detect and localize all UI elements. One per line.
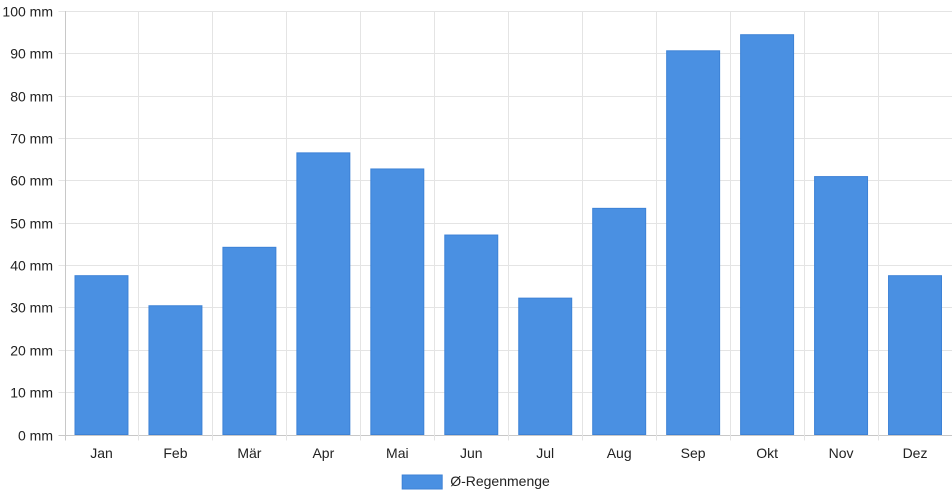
x-tick-label: Mär: [237, 445, 261, 461]
x-tick-label: Mai: [386, 445, 409, 461]
y-tick-label: 20 mm: [10, 343, 53, 359]
y-tick-label: 40 mm: [10, 258, 53, 274]
y-tick-label: 70 mm: [10, 131, 53, 147]
y-tick-label: 30 mm: [10, 300, 53, 316]
bar-feb[interactable]: [148, 305, 203, 436]
x-tick-label: Nov: [829, 445, 854, 461]
bar-aug[interactable]: [592, 207, 647, 435]
x-tick-label: Sep: [681, 445, 706, 461]
x-tick-label: Jun: [460, 445, 483, 461]
x-tick-label: Aug: [607, 445, 632, 461]
y-tick-label: 10 mm: [10, 385, 53, 401]
bars: [74, 34, 943, 436]
x-tick-label: Feb: [163, 445, 187, 461]
bar-jun[interactable]: [444, 234, 499, 435]
bar-mär[interactable]: [222, 246, 277, 435]
y-tick-label: 80 mm: [10, 89, 53, 105]
legend-label: Ø-Regenmenge: [450, 473, 550, 489]
bar-jul[interactable]: [518, 297, 573, 435]
x-tick-label: Jan: [90, 445, 113, 461]
bar-apr[interactable]: [296, 152, 351, 435]
x-tick-label: Jul: [536, 445, 554, 461]
legend[interactable]: Ø-Regenmenge: [401, 473, 550, 490]
y-tick-label: 0 mm: [18, 428, 53, 444]
x-tick-label: Dez: [903, 445, 928, 461]
bar-mai[interactable]: [370, 168, 425, 435]
y-axis: 0 mm 10 mm 20 mm 30 mm 40 mm 50 mm 60 mm 70 mm 8…: [2, 4, 53, 444]
bar-dez[interactable]: [888, 275, 943, 435]
x-axis: Jan Feb Mär Apr Mai Jun Jul Aug Sep Okt Nov Dez: [90, 445, 927, 461]
bar-sep[interactable]: [666, 50, 721, 436]
bar-nov[interactable]: [814, 176, 869, 435]
x-tick-label: Apr: [312, 445, 334, 461]
grid: [58, 11, 952, 441]
bar-okt[interactable]: [740, 34, 795, 435]
legend-swatch[interactable]: [401, 474, 443, 490]
y-tick-label: 50 mm: [10, 216, 53, 232]
y-tick-label: 90 mm: [10, 46, 53, 62]
x-tick-label: Okt: [756, 445, 778, 461]
y-tick-label: 100 mm: [2, 4, 53, 20]
bar-jan[interactable]: [74, 275, 129, 435]
y-tick-label: 60 mm: [10, 173, 53, 189]
